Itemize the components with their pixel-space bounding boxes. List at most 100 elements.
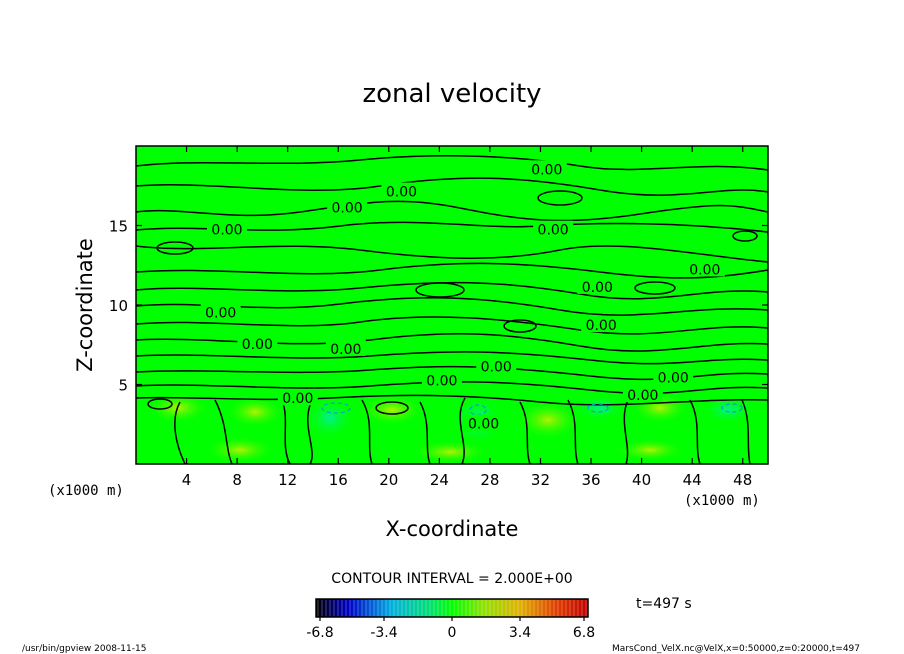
warm-region: [358, 394, 426, 426]
contour-loop: [634, 281, 676, 295]
contour-labels: 0.000.000.000.00 0.000.000.000.000.000.00…: [200, 160, 725, 433]
contour-label-bg: [476, 357, 517, 374]
x-tick-label: 24: [430, 471, 449, 489]
contour-line: [519, 401, 531, 464]
contour-label-bg: [381, 182, 422, 199]
negative-contour-loop: [321, 402, 351, 414]
contour-label-bg: [684, 260, 725, 277]
x-tick-label: 8: [232, 471, 242, 489]
contour-label: 0.00: [689, 262, 720, 278]
contour-label: 0.00: [468, 417, 499, 433]
contour-label: 0.00: [330, 342, 361, 358]
contour-line: [623, 399, 629, 464]
contour-label: 0.00: [538, 223, 569, 239]
contour-line: [174, 401, 186, 464]
contour-loop: [156, 241, 194, 255]
contour-loop: [503, 319, 537, 333]
contour-label-bg: [581, 316, 622, 333]
contour-line: [136, 200, 768, 222]
y-axis-ticks: 5 10 15: [109, 218, 768, 395]
contour-label-bg: [327, 198, 368, 215]
contour-line: [307, 399, 313, 464]
x-axis-label: X-coordinate: [386, 517, 519, 541]
contour-line: [136, 316, 768, 335]
contour-label-bg: [622, 386, 663, 403]
colorbar-tick-label: -3.4: [370, 625, 397, 641]
negative-contour-loop: [587, 403, 609, 413]
x-tick-label: 44: [683, 471, 702, 489]
contour-line: [136, 155, 768, 171]
contour-label: 0.00: [658, 371, 689, 387]
contour-line: [136, 381, 768, 395]
cool-region: [574, 394, 626, 422]
colorbar-ticks: -6.8 -3.4 0 3.4 6.8: [306, 617, 595, 641]
contour-label: 0.00: [282, 391, 313, 407]
x-unit-right: (x1000 m): [684, 493, 760, 509]
x-tick-label: 16: [329, 471, 348, 489]
contour-label-bg: [325, 339, 366, 356]
contour-label: 0.00: [332, 200, 363, 216]
contour-label: 0.00: [205, 305, 236, 321]
contour-label: 0.00: [386, 185, 417, 201]
contour-line: [214, 399, 233, 464]
contour-loop: [415, 282, 465, 298]
contour-loop: [375, 401, 409, 415]
colorbar-tick-label: -6.8: [306, 625, 333, 641]
x-tick-label: 28: [480, 471, 499, 489]
negative-contours: [321, 402, 743, 416]
contour-interval: CONTOUR INTERVAL = 2.000E+00: [331, 571, 572, 587]
contour-label-bg: [526, 160, 567, 177]
contour-line: [689, 399, 701, 464]
contour-line: [419, 401, 431, 464]
contour-label-bg: [533, 220, 574, 237]
contour-label: 0.00: [211, 223, 242, 239]
contour-line: [136, 281, 768, 300]
near-surface-shading: [146, 392, 754, 464]
cool-region: [702, 396, 754, 424]
colorbar-tick-label: 6.8: [573, 625, 595, 641]
contour-label-bg: [277, 389, 318, 406]
warm-region: [225, 396, 285, 428]
warm-region: [514, 400, 582, 440]
contour-label-bg: [463, 414, 504, 431]
contour-line: [459, 397, 466, 464]
colorbar: [315, 598, 589, 618]
warm-region: [614, 438, 686, 462]
contour-label: 0.00: [242, 337, 273, 353]
y-tick-label: 5: [118, 377, 128, 395]
x-unit-left: (x1000 m): [48, 483, 124, 499]
warm-region: [204, 436, 276, 464]
contour-label-bg: [207, 220, 248, 237]
colorbar-stripes: [317, 600, 587, 616]
x-tick-label: 32: [531, 471, 550, 489]
contour-label-bg: [237, 335, 278, 352]
y-axis-label: Z-coordinate: [73, 238, 97, 372]
footer-right: MarsCond_VelX.nc@VelX,x=0:50000,z=0:2000…: [612, 644, 860, 654]
x-tick-label: 12: [278, 471, 297, 489]
contour-label-bg: [653, 368, 694, 385]
colorbar-tick-label: 0: [448, 625, 457, 641]
contour-line: [136, 351, 768, 365]
contour-line: [136, 245, 768, 263]
contour-line: [741, 399, 751, 464]
x-tick-label: 4: [182, 471, 192, 489]
contour-label-bg: [577, 277, 618, 294]
contour-loop: [732, 230, 758, 242]
chart-title: zonal velocity: [362, 79, 541, 109]
contour-label-bg: [200, 303, 241, 320]
footer-left: /usr/bin/gpview 2008-11-15: [22, 644, 146, 654]
y-tick-label: 10: [109, 297, 128, 315]
contour-line: [136, 262, 768, 279]
x-tick-label: 48: [733, 471, 752, 489]
contour-label: 0.00: [586, 318, 617, 334]
x-tick-label: 40: [632, 471, 651, 489]
contour-label: 0.00: [426, 374, 457, 390]
contour-label: 0.00: [481, 359, 512, 375]
colorbar-tick-label: 3.4: [509, 625, 531, 641]
contour-label: 0.00: [531, 162, 562, 178]
contour-line: [361, 399, 373, 464]
negative-contour-loop: [721, 403, 743, 413]
x-axis-ticks: 4 8 12 16 20 24 28 32 36 40 44 48: [182, 146, 752, 489]
contour-label: 0.00: [627, 388, 658, 404]
